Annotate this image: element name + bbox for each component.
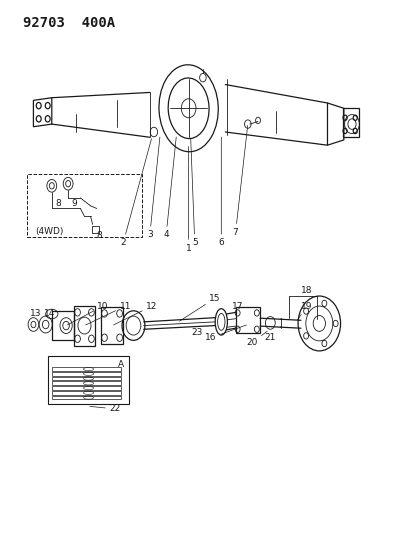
Text: 3: 3 — [147, 137, 159, 239]
Text: 19: 19 — [297, 302, 312, 320]
Text: (4WD): (4WD) — [36, 227, 64, 236]
Bar — [342, 108, 358, 138]
Bar — [235, 307, 259, 334]
Text: 4: 4 — [163, 137, 176, 239]
Text: 15: 15 — [179, 294, 221, 321]
Text: 9: 9 — [71, 199, 77, 208]
Text: 7: 7 — [232, 125, 247, 237]
Text: 2: 2 — [120, 139, 151, 247]
Text: 21: 21 — [264, 333, 275, 342]
Bar — [47, 356, 129, 403]
Text: 22: 22 — [90, 405, 121, 414]
Text: 13: 13 — [30, 310, 41, 319]
Text: 12: 12 — [113, 302, 157, 325]
Bar — [52, 382, 121, 385]
Bar — [52, 395, 121, 399]
Text: 1: 1 — [185, 147, 191, 253]
Text: 8: 8 — [55, 199, 61, 208]
Text: 18: 18 — [301, 286, 312, 295]
Text: 5: 5 — [190, 139, 197, 247]
Text: 14: 14 — [44, 310, 55, 319]
Text: 17: 17 — [231, 302, 243, 311]
Text: 8: 8 — [96, 231, 102, 240]
Bar — [52, 391, 121, 394]
Text: 16: 16 — [205, 325, 246, 342]
Text: 92703  400A: 92703 400A — [23, 16, 115, 30]
Text: 6: 6 — [218, 137, 223, 247]
Bar — [92, 226, 99, 233]
Bar — [27, 174, 141, 238]
Bar — [52, 367, 121, 371]
Text: 20: 20 — [246, 331, 266, 348]
Text: 23: 23 — [191, 328, 202, 337]
Text: 11: 11 — [85, 302, 131, 325]
Text: 10: 10 — [67, 302, 108, 325]
Bar — [52, 372, 121, 376]
Text: A: A — [118, 360, 124, 369]
Bar — [52, 386, 121, 390]
Bar — [52, 377, 121, 381]
